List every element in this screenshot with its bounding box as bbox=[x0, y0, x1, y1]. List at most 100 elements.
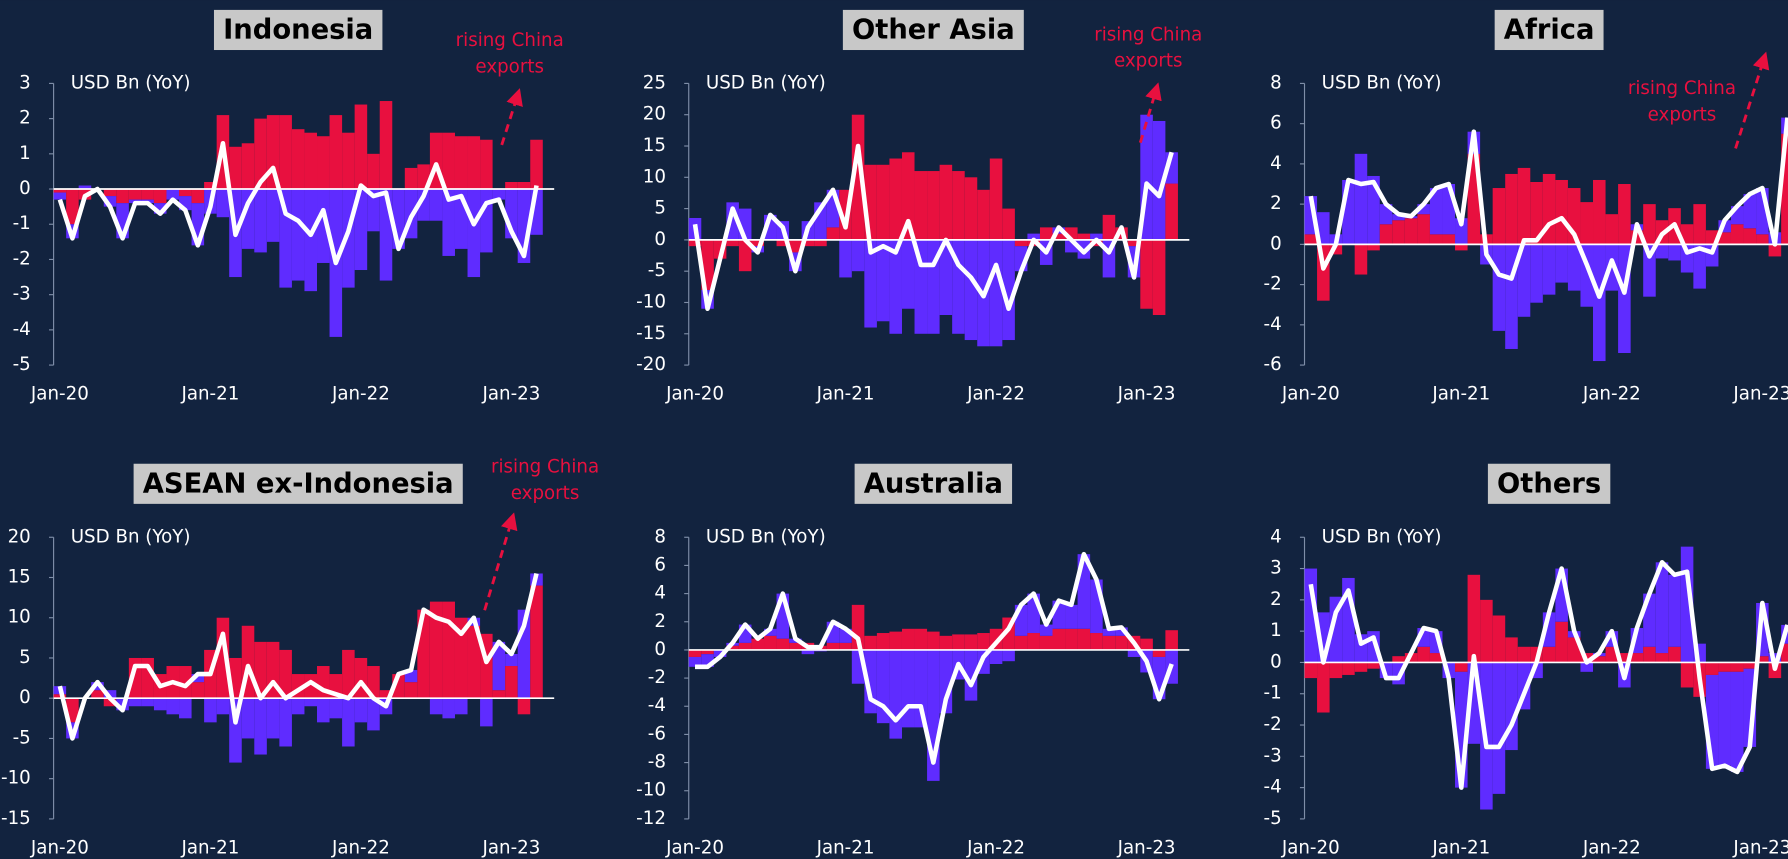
bar bbox=[1655, 244, 1669, 259]
y-tick-label: 4 bbox=[654, 583, 666, 604]
bar bbox=[851, 239, 865, 272]
bar bbox=[1492, 662, 1506, 794]
y-tick-label: 10 bbox=[8, 607, 31, 628]
bar bbox=[404, 167, 418, 190]
x-tick-label: Jan-21 bbox=[180, 838, 239, 859]
bar bbox=[1643, 204, 1656, 245]
bar bbox=[492, 189, 506, 200]
bar bbox=[153, 189, 167, 204]
y-tick-label: -5 bbox=[13, 354, 31, 375]
bar bbox=[241, 143, 255, 190]
bar bbox=[517, 181, 531, 190]
bar bbox=[939, 164, 953, 240]
bar bbox=[1605, 244, 1619, 291]
bar bbox=[204, 181, 217, 190]
bar bbox=[751, 239, 765, 247]
bar bbox=[1367, 662, 1380, 669]
title-box bbox=[213, 9, 383, 51]
bar bbox=[166, 189, 180, 200]
bar bbox=[1530, 244, 1543, 303]
bar bbox=[1555, 621, 1568, 663]
bar bbox=[1127, 649, 1141, 657]
line bbox=[692, 143, 1174, 312]
bar bbox=[1342, 662, 1355, 675]
bar bbox=[1743, 194, 1757, 229]
panel: Other Asia -20 -15 -10 -5 0 5 10 15 20 25 USD Bn (Y… bbox=[636, 9, 1202, 405]
bar bbox=[1593, 179, 1606, 245]
bar bbox=[179, 189, 192, 197]
bar bbox=[1065, 628, 1078, 650]
y-tick-label: 6 bbox=[1270, 113, 1282, 134]
bar bbox=[864, 649, 877, 714]
bar bbox=[254, 698, 267, 755]
bar bbox=[1052, 628, 1066, 650]
bar bbox=[266, 698, 280, 739]
y-tick-label: 2 bbox=[19, 108, 31, 129]
bar bbox=[442, 189, 455, 256]
bar bbox=[864, 239, 877, 328]
bar bbox=[103, 690, 117, 699]
bar bbox=[329, 698, 343, 719]
bar bbox=[1039, 624, 1053, 636]
bar bbox=[1718, 662, 1731, 672]
bar bbox=[1655, 653, 1669, 663]
bar bbox=[1643, 244, 1656, 297]
bar bbox=[517, 698, 531, 715]
title-box bbox=[1494, 9, 1604, 51]
y-tick-label: -3 bbox=[13, 284, 31, 305]
bar bbox=[103, 698, 117, 707]
y-tick-label: -10 bbox=[636, 780, 666, 801]
bar bbox=[1329, 662, 1343, 679]
bar bbox=[179, 666, 192, 699]
bar bbox=[952, 634, 965, 650]
bar bbox=[1329, 596, 1343, 663]
bar bbox=[889, 649, 902, 739]
annotation: exports bbox=[475, 56, 544, 77]
panel: Africa -6 -4 -2 0 2 4 6 8 USD Bn (YoY) Jan-20 Jan-2… bbox=[1264, 9, 1788, 405]
bar bbox=[116, 189, 129, 204]
bar bbox=[1354, 244, 1368, 275]
bar bbox=[530, 585, 543, 699]
bar bbox=[367, 153, 380, 190]
bar bbox=[964, 634, 978, 650]
y-axis-label: USD Bn (YoY) bbox=[1322, 72, 1442, 93]
bar bbox=[492, 641, 506, 691]
bar bbox=[1542, 173, 1556, 245]
bar bbox=[927, 631, 940, 650]
bar bbox=[1593, 244, 1606, 362]
bar bbox=[530, 139, 543, 190]
y-tick-label: 4 bbox=[1270, 526, 1282, 547]
bar bbox=[901, 152, 915, 240]
y-tick-label: -2 bbox=[648, 667, 666, 688]
bar bbox=[964, 649, 978, 701]
bar bbox=[989, 239, 1003, 347]
bar bbox=[467, 625, 481, 699]
bar bbox=[1618, 184, 1631, 245]
bar bbox=[166, 698, 180, 715]
bar bbox=[367, 698, 380, 731]
bar bbox=[279, 649, 292, 699]
bar bbox=[1102, 214, 1116, 240]
bar bbox=[1115, 627, 1128, 636]
y-tick-label: 8 bbox=[1270, 72, 1282, 93]
bar bbox=[713, 649, 727, 657]
bar bbox=[216, 189, 230, 218]
bar bbox=[764, 628, 777, 636]
bar bbox=[1768, 244, 1782, 257]
y-tick-label: -5 bbox=[13, 727, 31, 748]
bar bbox=[1014, 635, 1028, 650]
bar bbox=[304, 698, 318, 707]
bar bbox=[964, 239, 978, 341]
bar bbox=[505, 181, 518, 190]
bar bbox=[876, 164, 890, 240]
bar bbox=[141, 189, 154, 200]
y-tick-label: 2 bbox=[654, 611, 666, 632]
bar bbox=[254, 189, 267, 253]
bar bbox=[1730, 671, 1744, 772]
bar bbox=[776, 638, 790, 650]
bar bbox=[1392, 656, 1405, 663]
bar bbox=[889, 239, 902, 334]
bar bbox=[789, 239, 802, 253]
bar bbox=[1530, 181, 1543, 245]
bar bbox=[901, 628, 915, 650]
